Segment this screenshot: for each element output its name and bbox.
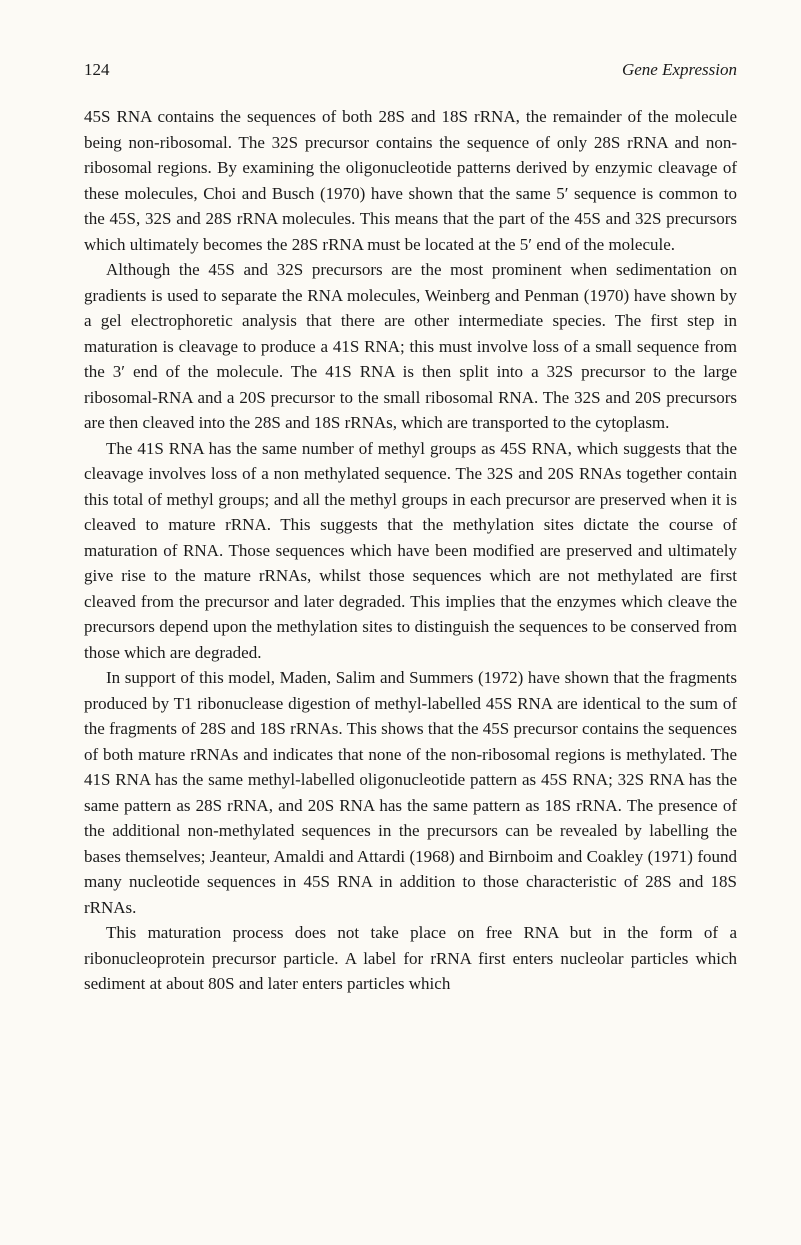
running-title: Gene Expression xyxy=(622,60,737,80)
paragraph-4: In support of this model, Maden, Salim a… xyxy=(84,665,737,920)
paragraph-5: This maturation process does not take pl… xyxy=(84,920,737,997)
body-text: 45S RNA contains the sequences of both 2… xyxy=(84,104,737,997)
paragraph-1: 45S RNA contains the sequences of both 2… xyxy=(84,104,737,257)
paragraph-3: The 41S RNA has the same number of methy… xyxy=(84,436,737,666)
page-header: 124 Gene Expression xyxy=(84,60,737,80)
page-number: 124 xyxy=(84,60,110,80)
paragraph-2: Although the 45S and 32S precursors are … xyxy=(84,257,737,436)
